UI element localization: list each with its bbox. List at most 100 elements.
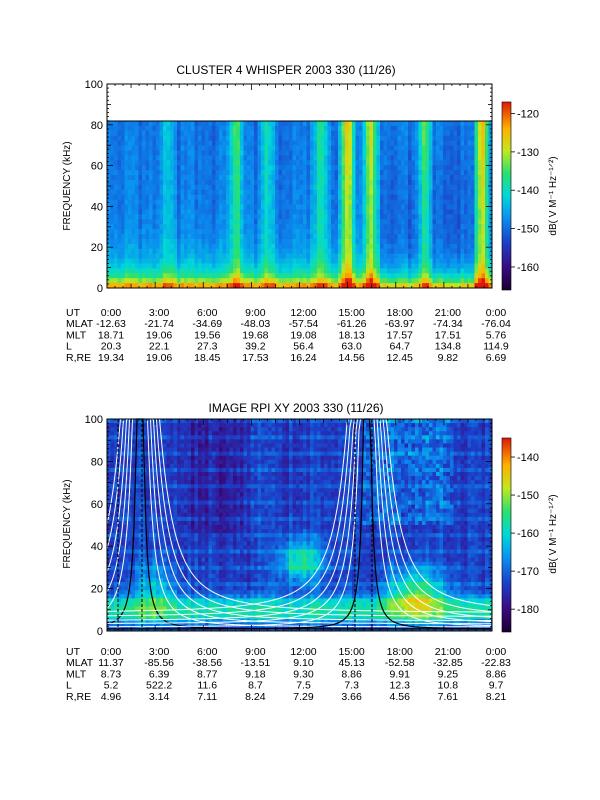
heatmap-cell — [425, 209, 430, 215]
heatmap-cell — [313, 243, 318, 250]
heatmap-cell — [397, 268, 402, 274]
heatmap-cell — [117, 165, 122, 171]
heatmap-cell — [429, 160, 433, 166]
heatmap-cell — [121, 525, 125, 530]
heatmap-cell — [467, 125, 472, 132]
heatmap-cell — [180, 253, 185, 259]
heatmap-cell — [236, 238, 241, 245]
heatmap-cell — [128, 194, 132, 200]
heatmap-cell — [285, 170, 290, 176]
heatmap-cell — [138, 165, 143, 171]
heatmap-cell — [117, 622, 122, 628]
heatmap-cell — [128, 199, 132, 205]
heatmap-cell — [128, 590, 132, 595]
heatmap-cell — [313, 224, 318, 230]
heatmap-cell — [485, 170, 489, 176]
heatmap-cell — [243, 194, 248, 200]
heatmap-cell — [306, 121, 311, 127]
heatmap-cell — [289, 170, 293, 176]
heatmap-cell — [173, 209, 178, 215]
heatmap-cell — [324, 204, 328, 210]
heatmap-cell — [219, 243, 223, 250]
heatmap-cell — [439, 130, 444, 137]
heatmap-cell — [327, 219, 332, 225]
heatmap-cell — [264, 175, 269, 181]
heatmap-cell — [187, 243, 192, 250]
heatmap-cell — [474, 243, 479, 250]
heatmap-cell — [327, 194, 332, 200]
heatmap-cell — [366, 283, 370, 289]
heatmap-cell — [278, 283, 283, 289]
heatmap-cell — [299, 179, 304, 186]
heatmap-cell — [317, 170, 321, 176]
heatmap-cell — [429, 170, 433, 176]
heatmap-cell — [478, 150, 482, 156]
heatmap-cell — [352, 214, 356, 220]
heatmap-cell — [107, 557, 111, 563]
heatmap-cell — [313, 263, 318, 269]
heatmap-cell — [401, 130, 405, 137]
heatmap-cell — [383, 224, 388, 230]
heatmap-cell — [348, 263, 353, 269]
heatmap-cell — [215, 224, 220, 230]
heatmap-cell — [464, 121, 468, 127]
heatmap-cell — [124, 219, 129, 225]
heatmap-cell — [331, 268, 335, 274]
heatmap-cell — [408, 150, 412, 156]
heatmap-cell — [142, 557, 146, 563]
heatmap-cell — [488, 233, 493, 240]
heatmap-cell — [436, 145, 440, 151]
heatmap-cell — [457, 160, 461, 166]
heatmap-cell — [243, 145, 248, 151]
heatmap-cell — [194, 145, 199, 151]
heatmap-cell — [446, 268, 451, 274]
heatmap-cell — [327, 248, 332, 255]
heatmap-cell — [387, 155, 391, 161]
heatmap-cell — [142, 492, 146, 497]
heatmap-cell — [222, 165, 227, 171]
heatmap-cell — [194, 268, 199, 274]
heatmap-cell — [261, 238, 265, 245]
heatmap-cell — [107, 263, 111, 269]
heatmap-cell — [474, 155, 479, 161]
heatmap-cell — [485, 219, 489, 225]
heatmap-cell — [110, 467, 115, 473]
heatmap-cell — [261, 278, 265, 284]
heatmap-cell — [394, 179, 398, 186]
heatmap-cell — [236, 263, 241, 269]
heatmap-cell — [243, 155, 248, 161]
heatmap-cell — [418, 145, 423, 151]
heatmap-cell — [289, 243, 293, 250]
heatmap-cell — [121, 435, 125, 440]
heatmap-cell — [436, 214, 440, 220]
heatmap-cell — [383, 229, 388, 235]
heatmap-cell — [306, 229, 311, 235]
heatmap-cell — [460, 199, 465, 205]
heatmap-cell — [138, 467, 143, 473]
heatmap-cell — [117, 155, 122, 161]
heatmap-cell — [135, 484, 139, 489]
heatmap-cell — [341, 135, 346, 142]
heatmap-cell — [170, 447, 174, 453]
heatmap-cell — [145, 219, 150, 225]
heatmap-cell — [194, 248, 199, 255]
heatmap-cell — [453, 219, 458, 225]
heatmap-cell — [121, 145, 125, 151]
heatmap-cell — [457, 140, 461, 146]
heatmap-cell — [261, 170, 265, 176]
heatmap-cell — [173, 273, 178, 279]
heatmap-cell — [117, 439, 122, 444]
heatmap-cell — [457, 125, 461, 132]
heatmap-cell — [205, 175, 209, 181]
heatmap-cell — [457, 135, 461, 142]
heatmap-cell — [184, 204, 188, 210]
heatmap-cell — [485, 179, 489, 186]
heatmap-cell — [166, 273, 171, 279]
ephemeris-value: 0:00 — [486, 307, 507, 319]
heatmap-cell — [145, 606, 150, 612]
heatmap-cell — [366, 253, 370, 259]
heatmap-cell — [352, 278, 356, 284]
heatmap-cell — [152, 529, 157, 534]
heatmap-cell — [163, 598, 167, 603]
heatmap-cell — [121, 496, 125, 501]
